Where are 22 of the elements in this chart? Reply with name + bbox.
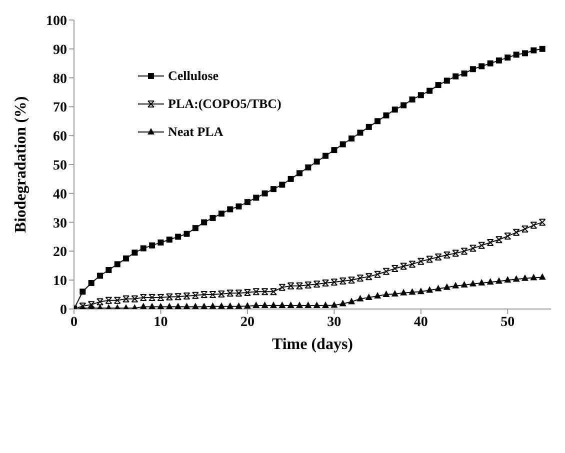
y-tick-label: 30 (53, 216, 67, 232)
y-tick-label: 100 (46, 14, 67, 29)
y-tick-label: 60 (53, 130, 67, 145)
x-axis-title: Time (days) (272, 336, 354, 353)
y-axis-title: Biodegradation (%) (12, 96, 30, 233)
x-tick-label: 0 (70, 314, 78, 330)
y-tick-label: 40 (53, 187, 67, 202)
y-tick-label: 50 (53, 158, 67, 174)
y-tick-label: 10 (53, 274, 67, 290)
y-tick-label: 80 (53, 72, 67, 87)
x-tick-label: 40 (414, 314, 428, 330)
x-tick-label: 10 (154, 314, 168, 330)
y-tick-label: 90 (53, 42, 67, 58)
y-tick-label: 20 (53, 245, 67, 260)
x-tick-label: 50 (500, 314, 515, 330)
legend-label: Cellulose (168, 68, 219, 84)
legend-label: PLA:(COPO5/TBC) (168, 96, 282, 112)
y-tick-label: 0 (60, 302, 67, 318)
x-tick-label: 20 (240, 314, 254, 330)
legend-label: Neat PLA (168, 124, 224, 140)
x-tick-label: 30 (327, 314, 342, 330)
y-tick-label: 70 (53, 100, 67, 116)
